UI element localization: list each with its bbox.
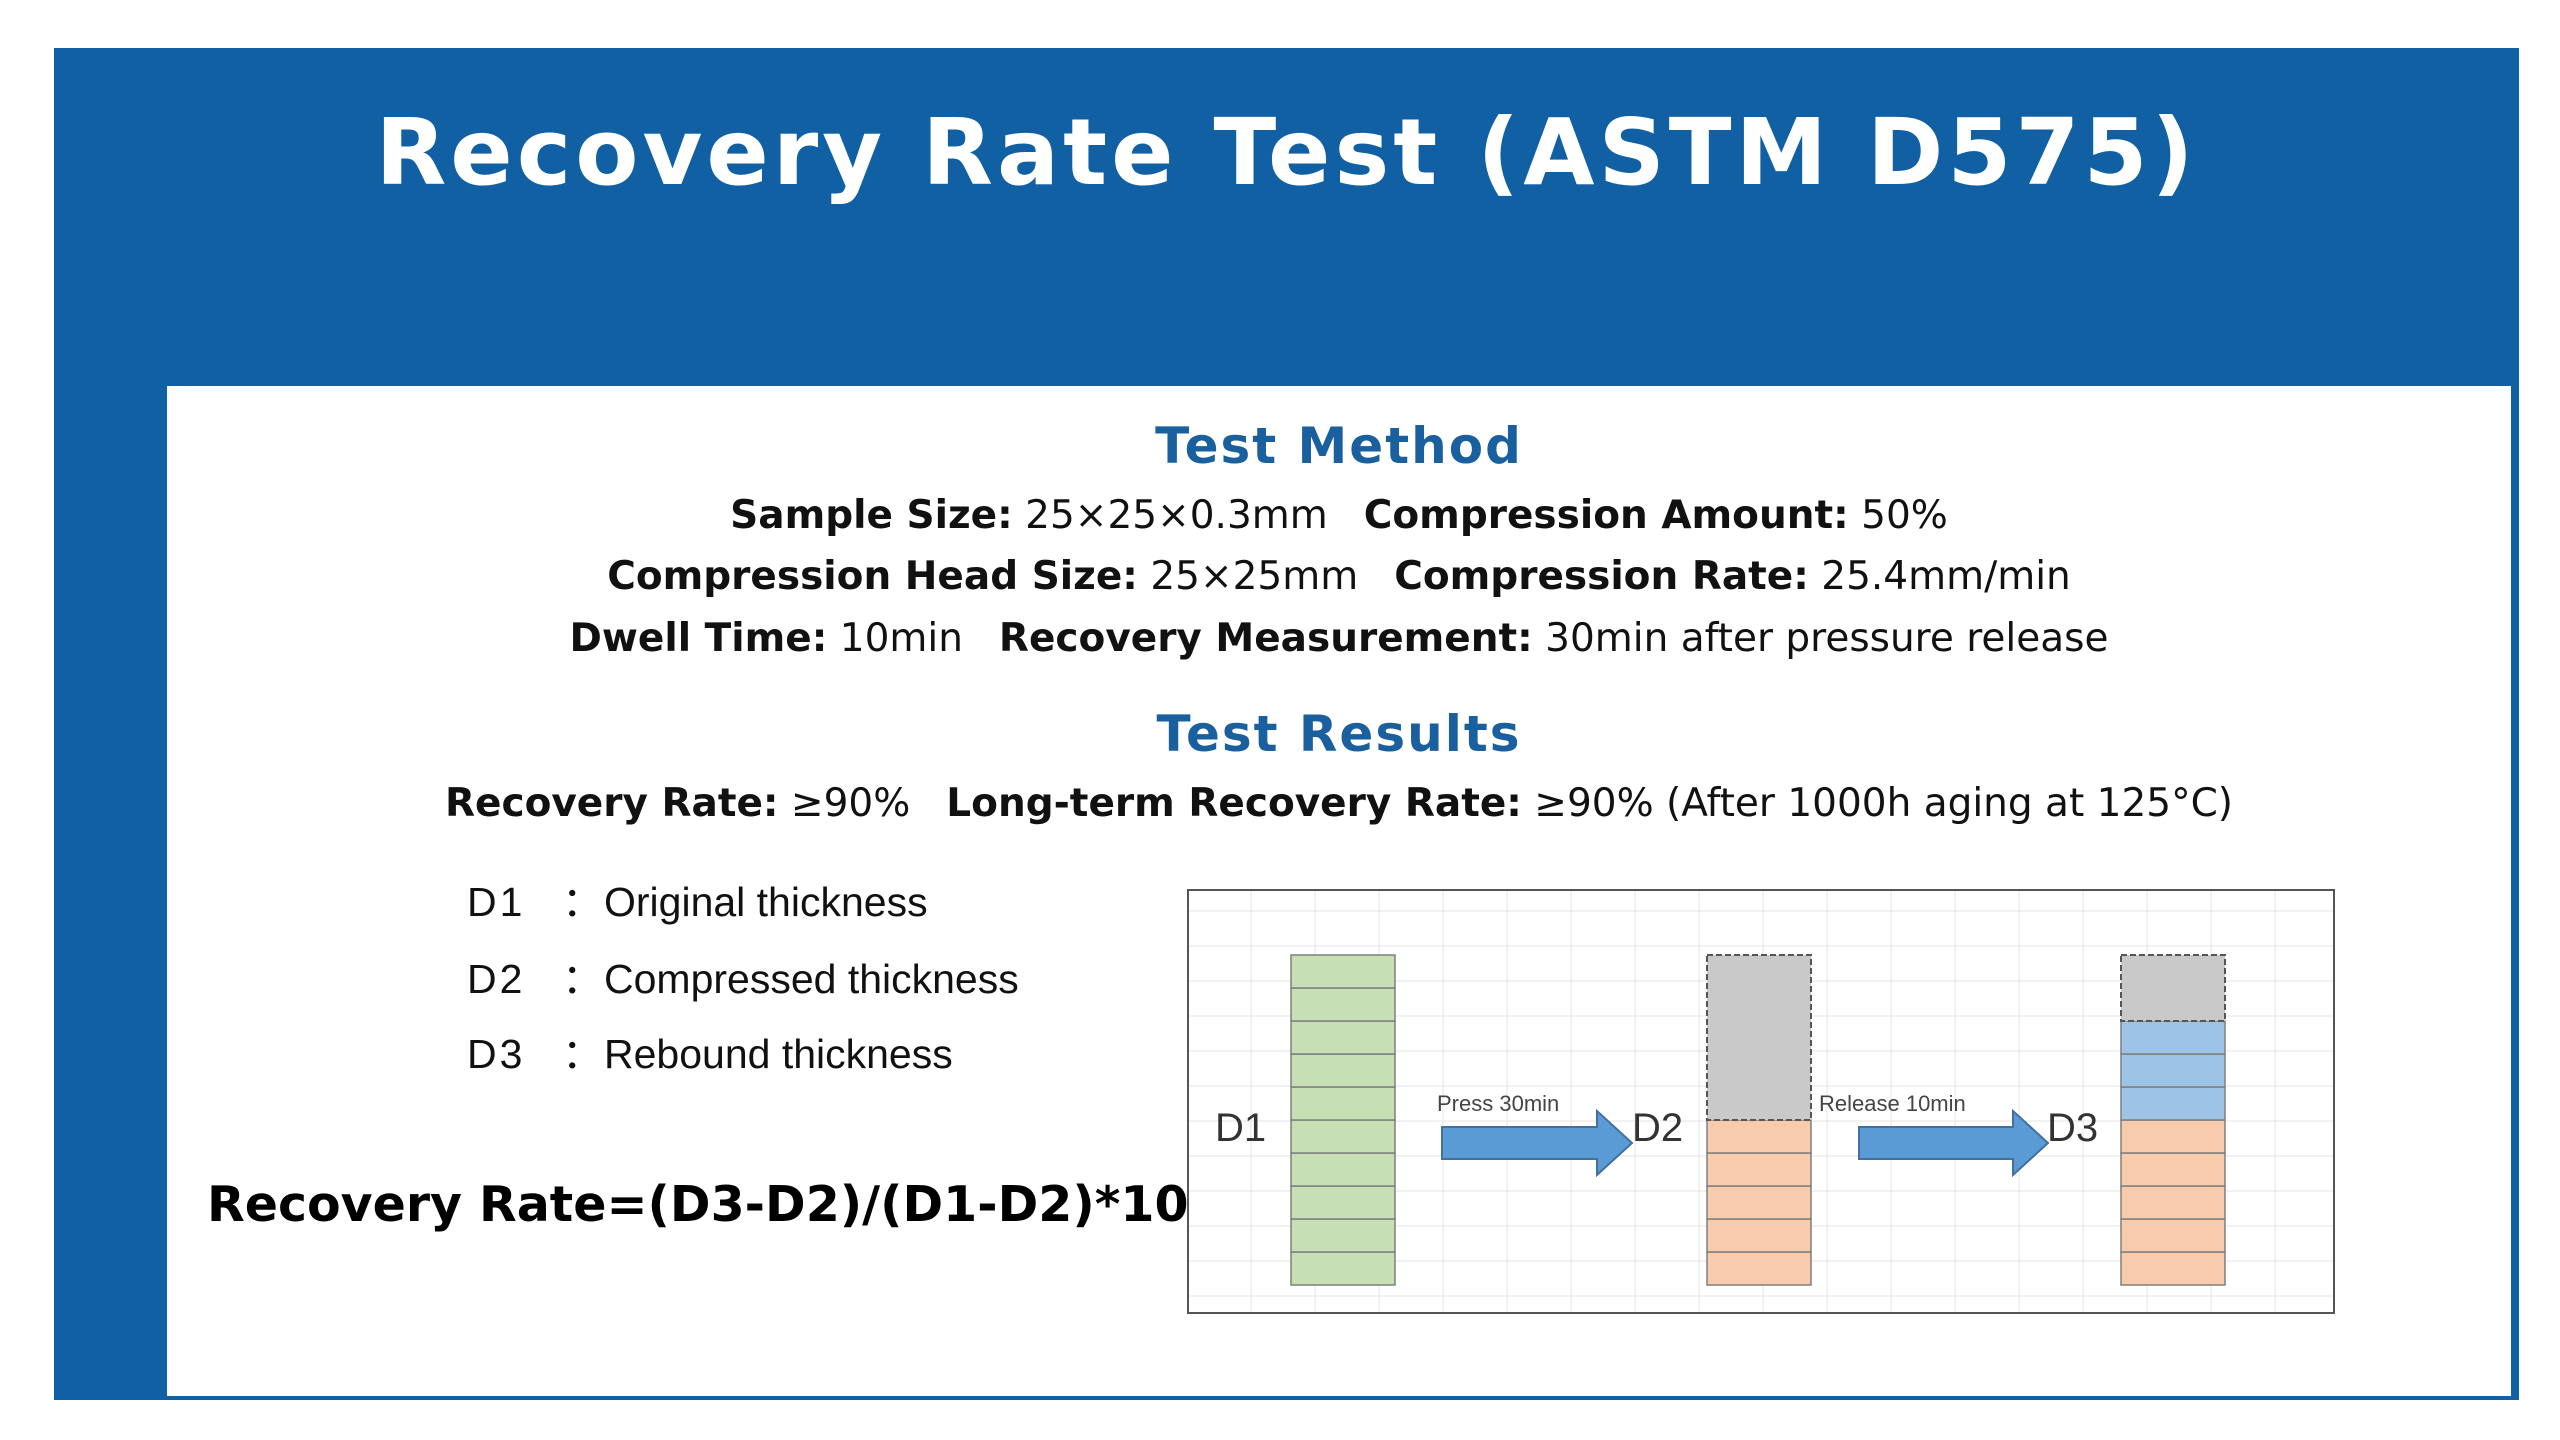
sample-size-value: 25×25×0.3mm xyxy=(1025,493,1328,538)
original-layer xyxy=(1290,1185,1396,1220)
original-layer xyxy=(1290,1218,1396,1253)
results-line: Recovery Rate: ≥90% Long-term Recovery Ra… xyxy=(167,781,2511,828)
d1-column xyxy=(1290,954,1396,1286)
recovery-rate-value: ≥90% xyxy=(790,781,911,826)
original-layer xyxy=(1290,987,1396,1022)
d2-column xyxy=(1706,954,1812,1286)
compressed-layer xyxy=(2120,1251,2226,1286)
unrecovered-block xyxy=(2120,954,2226,1022)
recovery-measurement-value: 30min after pressure release xyxy=(1545,616,2109,661)
dwell-time-label: Dwell Time: xyxy=(569,616,828,661)
compressed-layer xyxy=(1706,1251,1812,1286)
recovery-measurement-label: Recovery Measurement: xyxy=(998,616,1533,661)
compression-amount-label: Compression Amount: xyxy=(1363,493,1849,538)
method-line-3: Dwell Time: 10min Recovery Measurement: 3… xyxy=(167,616,2511,663)
long-term-recovery-label: Long-term Recovery Rate: xyxy=(946,781,1522,826)
compressed-layer xyxy=(2120,1218,2226,1253)
thickness-diagram: D1 D2 D3 Press 30min Release 10min xyxy=(1187,889,2335,1314)
original-layer xyxy=(1290,1086,1396,1121)
release-arrow-label: Release 10min xyxy=(1819,1091,1966,1116)
original-layer xyxy=(1290,1152,1396,1187)
compressed-layer xyxy=(1706,1119,1812,1154)
original-layer xyxy=(1290,1053,1396,1088)
recovery-rate-formula: Recovery Rate=(D3-D2)/(D1-D2)*100% xyxy=(207,1176,1272,1233)
original-layer xyxy=(1290,1251,1396,1286)
rebound-layer xyxy=(2120,1086,2226,1121)
slide-frame: Recovery Rate Test (ASTM D575) Test Meth… xyxy=(54,48,2519,1400)
test-results-heading: Test Results xyxy=(1156,705,1522,763)
definition-separator: ： xyxy=(562,879,603,925)
method-line-2: Compression Head Size: 25×25mm Compressio… xyxy=(167,554,2511,601)
content-panel: Test Method Sample Size: 25×25×0.3mm Comp… xyxy=(167,386,2511,1396)
slide-title: Recovery Rate Test (ASTM D575) xyxy=(375,99,2198,206)
definition-d1: D1 ：Original thickness xyxy=(467,878,928,927)
head-size-value: 25×25mm xyxy=(1150,554,1359,599)
rebound-layer xyxy=(2120,1020,2226,1055)
d2-diagram-label: D2 xyxy=(1632,1106,1683,1150)
compressed-away-block xyxy=(1706,954,1812,1121)
d3-column xyxy=(2120,954,2226,1286)
test-method-heading: Test Method xyxy=(1155,417,1523,475)
d1-diagram-label: D1 xyxy=(1215,1106,1266,1150)
compressed-layer xyxy=(2120,1185,2226,1220)
recovery-rate-label: Recovery Rate: xyxy=(444,781,779,826)
definition-key: D3 xyxy=(467,1031,526,1077)
long-term-recovery-value: ≥90% (After 1000h aging at 125°C) xyxy=(1534,781,2234,826)
compressed-layer xyxy=(2120,1152,2226,1187)
compression-rate-value: 25.4mm/min xyxy=(1821,554,2071,599)
definition-separator: ： xyxy=(562,1031,603,1077)
original-layer xyxy=(1290,1020,1396,1055)
definition-separator: ： xyxy=(562,956,603,1002)
original-layer xyxy=(1290,954,1396,989)
definition-d3: D3 ：Rebound thickness xyxy=(467,1030,953,1079)
definition-key: D1 xyxy=(467,879,526,925)
compression-amount-value: 50% xyxy=(1861,493,1948,538)
sample-size-label: Sample Size: xyxy=(730,493,1013,538)
definition-d2: D2 ：Compressed thickness xyxy=(467,955,1019,1004)
rebound-layer xyxy=(2120,1053,2226,1088)
compressed-layer xyxy=(2120,1119,2226,1154)
compressed-layer xyxy=(1706,1218,1812,1253)
compression-rate-label: Compression Rate: xyxy=(1394,554,1809,599)
head-size-label: Compression Head Size: xyxy=(607,554,1138,599)
method-line-1: Sample Size: 25×25×0.3mm Compression Amou… xyxy=(167,493,2511,540)
press-arrow-label: Press 30min xyxy=(1437,1091,1559,1116)
compressed-layer xyxy=(1706,1185,1812,1220)
definition-text: Rebound thickness xyxy=(604,1031,953,1077)
compressed-layer xyxy=(1706,1152,1812,1187)
definition-text: Compressed thickness xyxy=(604,956,1019,1002)
dwell-time-value: 10min xyxy=(839,616,963,661)
d3-diagram-label: D3 xyxy=(2047,1106,2098,1150)
definition-text: Original thickness xyxy=(604,879,928,925)
original-layer xyxy=(1290,1119,1396,1154)
release-arrow-icon xyxy=(1858,1108,2050,1178)
press-arrow-icon xyxy=(1441,1108,1634,1178)
definition-key: D2 xyxy=(467,956,526,1002)
